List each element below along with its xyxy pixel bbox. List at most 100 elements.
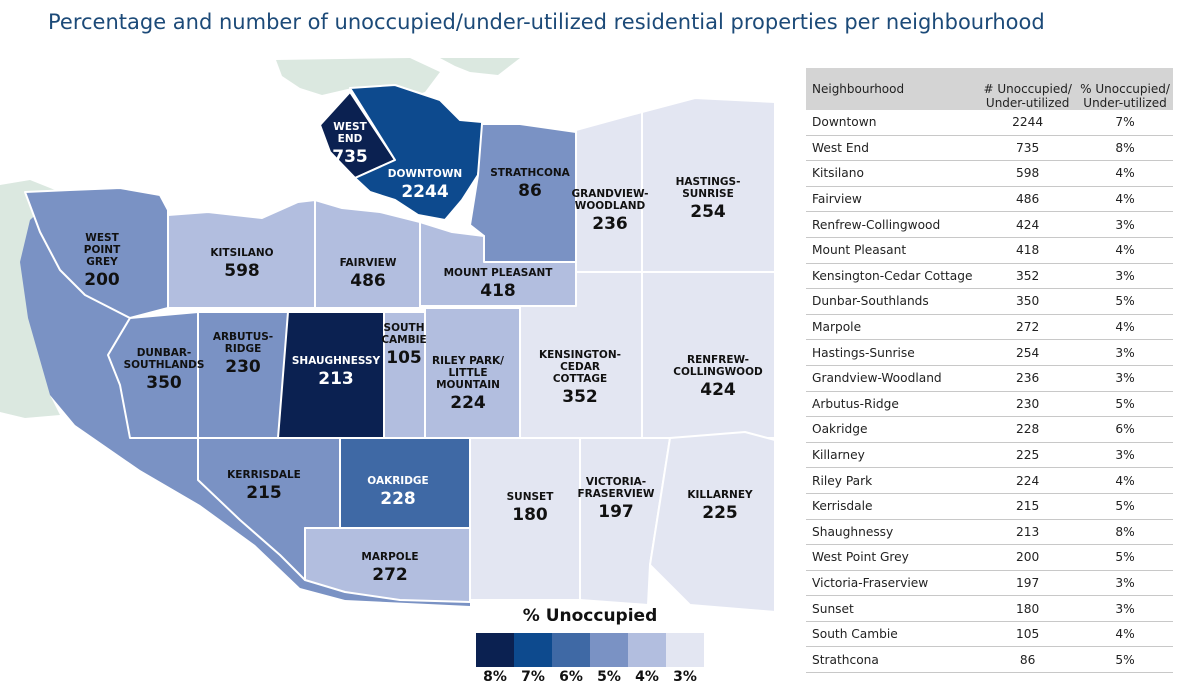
percent-cell: 4% xyxy=(1077,186,1173,213)
count-cell: 352 xyxy=(978,263,1078,290)
label-value-westend: 735 xyxy=(332,147,368,167)
neighbourhood-cell: West End xyxy=(806,135,979,162)
label-name-kensington: KENSINGTON-CEDAR COTTAGE xyxy=(539,349,621,385)
label-name-kitsilano: KITSILANO xyxy=(210,247,273,259)
label-name-arbutus: ARBUTUS-RIDGE xyxy=(213,331,273,355)
legend-swatch xyxy=(666,633,704,667)
table-row: Victoria-Fraserview 197 3% xyxy=(806,570,1173,597)
percent-cell: 3% xyxy=(1077,263,1173,290)
label-name-renfrew: RENFREW-COLLINGWOOD xyxy=(673,354,763,378)
region-victoria xyxy=(579,437,671,606)
count-cell: 197 xyxy=(978,570,1078,597)
count-cell: 230 xyxy=(978,391,1078,418)
percent-cell: 5% xyxy=(1077,646,1173,674)
table-row: Sunset 180 3% xyxy=(806,595,1173,622)
percent-cell: 8% xyxy=(1077,519,1173,546)
neighbourhood-cell: Killarney xyxy=(806,442,979,469)
percent-cell: 3% xyxy=(1077,570,1173,597)
label-name-downtown: DOWNTOWN xyxy=(388,168,462,180)
table-row: Arbutus-Ridge 230 5% xyxy=(806,391,1173,418)
neighbourhood-cell: Marpole xyxy=(806,314,979,341)
count-cell: 735 xyxy=(978,135,1078,162)
table-row: Kensington-Cedar Cottage 352 3% xyxy=(806,263,1173,290)
label-name-fairview: FAIRVIEW xyxy=(340,257,397,269)
legend-swatch xyxy=(476,633,514,667)
percent-cell: 3% xyxy=(1077,442,1173,469)
legend-label: 8% xyxy=(483,669,507,685)
neighbourhood-cell: Strathcona xyxy=(806,646,979,674)
neighbourhood-cell: Downtown xyxy=(806,110,979,136)
region-fairview xyxy=(314,199,421,309)
label-name-victoria: VICTORIA-FRASERVIEW xyxy=(578,476,655,500)
label-value-rileypark: 224 xyxy=(450,393,486,413)
neighbourhood-cell: Kerrisdale xyxy=(806,493,979,520)
label-name-hastings: HASTINGS-SUNRISE xyxy=(676,176,741,200)
neighbourhood-cell: Renfrew-Collingwood xyxy=(806,211,979,238)
percent-cell: 4% xyxy=(1077,621,1173,648)
neighbourhood-cell: Dunbar-Southlands xyxy=(806,288,979,315)
table-row: Shaughnessy 213 8% xyxy=(806,519,1173,546)
legend-swatch xyxy=(590,633,628,667)
col-header-neighbourhood: Neighbourhood xyxy=(806,68,979,110)
legend-label: 5% xyxy=(597,669,621,685)
label-name-oakridge: OAKRIDGE xyxy=(367,475,428,487)
neighbourhood-cell: Fairview xyxy=(806,186,979,213)
label-value-kensington: 352 xyxy=(562,387,598,407)
table-row: Riley Park 224 4% xyxy=(806,467,1173,494)
label-name-sunset: SUNSET xyxy=(507,491,555,503)
region-mountpleasant xyxy=(419,221,577,307)
label-value-hastings: 254 xyxy=(690,202,726,222)
label-name-rileypark: RILEY PARK/LITTLE MOUNTAIN xyxy=(432,355,504,391)
label-name-mountpleasant: MOUNT PLEASANT xyxy=(444,267,554,279)
legend-swatch xyxy=(628,633,666,667)
label-value-westpointgrey: 200 xyxy=(84,270,120,290)
label-name-shaughnessy: SHAUGHNESSY xyxy=(292,355,381,367)
coastline-strip xyxy=(20,192,470,606)
neighbourhood-cell: Shaughnessy xyxy=(806,519,979,546)
legend-label: 4% xyxy=(635,669,659,685)
neighbourhood-cell: Hastings-Sunrise xyxy=(806,339,979,366)
label-value-victoria: 197 xyxy=(598,502,634,522)
label-name-killarney: KILLARNEY xyxy=(687,489,753,501)
land-north-shore xyxy=(440,58,520,75)
count-cell: 213 xyxy=(978,519,1078,546)
neighbourhood-cell: South Cambie xyxy=(806,621,979,648)
count-cell: 180 xyxy=(978,595,1078,622)
table-row: Downtown 2244 7% xyxy=(806,110,1173,136)
percent-cell: 8% xyxy=(1077,135,1173,162)
col-header-count: # Unoccupied/ Under-utilized xyxy=(978,68,1078,110)
label-value-oakridge: 228 xyxy=(380,489,416,509)
region-kitsilano xyxy=(167,199,316,309)
label-value-marpole: 272 xyxy=(372,565,408,585)
neighbourhood-cell: Kitsilano xyxy=(806,160,979,187)
label-name-grandview: GRANDVIEW-WOODLAND xyxy=(571,188,648,212)
neighbourhood-table: Neighbourhood # Unoccupied/ Under-utiliz… xyxy=(806,68,1173,674)
label-name-westend: WEST END xyxy=(333,121,367,145)
label-name-southcambie: SOUTH CAMBIE xyxy=(381,322,426,346)
count-cell: 215 xyxy=(978,493,1078,520)
percent-cell: 4% xyxy=(1077,160,1173,187)
legend-swatches xyxy=(476,633,704,667)
label-name-strathcona: STRATHCONA xyxy=(490,167,570,179)
table-row: Kitsilano 598 4% xyxy=(806,160,1173,187)
table-row: West Point Grey 200 5% xyxy=(806,544,1173,571)
percent-cell: 5% xyxy=(1077,288,1173,315)
label-name-dunbar: DUNBAR-SOUTHLANDS xyxy=(124,347,205,371)
count-cell: 105 xyxy=(978,621,1078,648)
table-row: Dunbar-Southlands 350 5% xyxy=(806,288,1173,315)
count-cell: 272 xyxy=(978,314,1078,341)
percent-cell: 5% xyxy=(1077,493,1173,520)
table-row: Kerrisdale 215 5% xyxy=(806,493,1173,520)
table-row: West End 735 8% xyxy=(806,135,1173,162)
table-row: Oakridge 228 6% xyxy=(806,416,1173,443)
label-value-fairview: 486 xyxy=(350,271,386,291)
legend-title: % Unoccupied xyxy=(522,606,658,626)
label-value-grandview: 236 xyxy=(592,214,628,234)
percent-cell: 4% xyxy=(1077,467,1173,494)
label-value-kitsilano: 598 xyxy=(224,261,260,281)
legend-label: 6% xyxy=(559,669,583,685)
count-cell: 350 xyxy=(978,288,1078,315)
label-value-kerrisdale: 215 xyxy=(246,483,282,503)
count-cell: 254 xyxy=(978,339,1078,366)
